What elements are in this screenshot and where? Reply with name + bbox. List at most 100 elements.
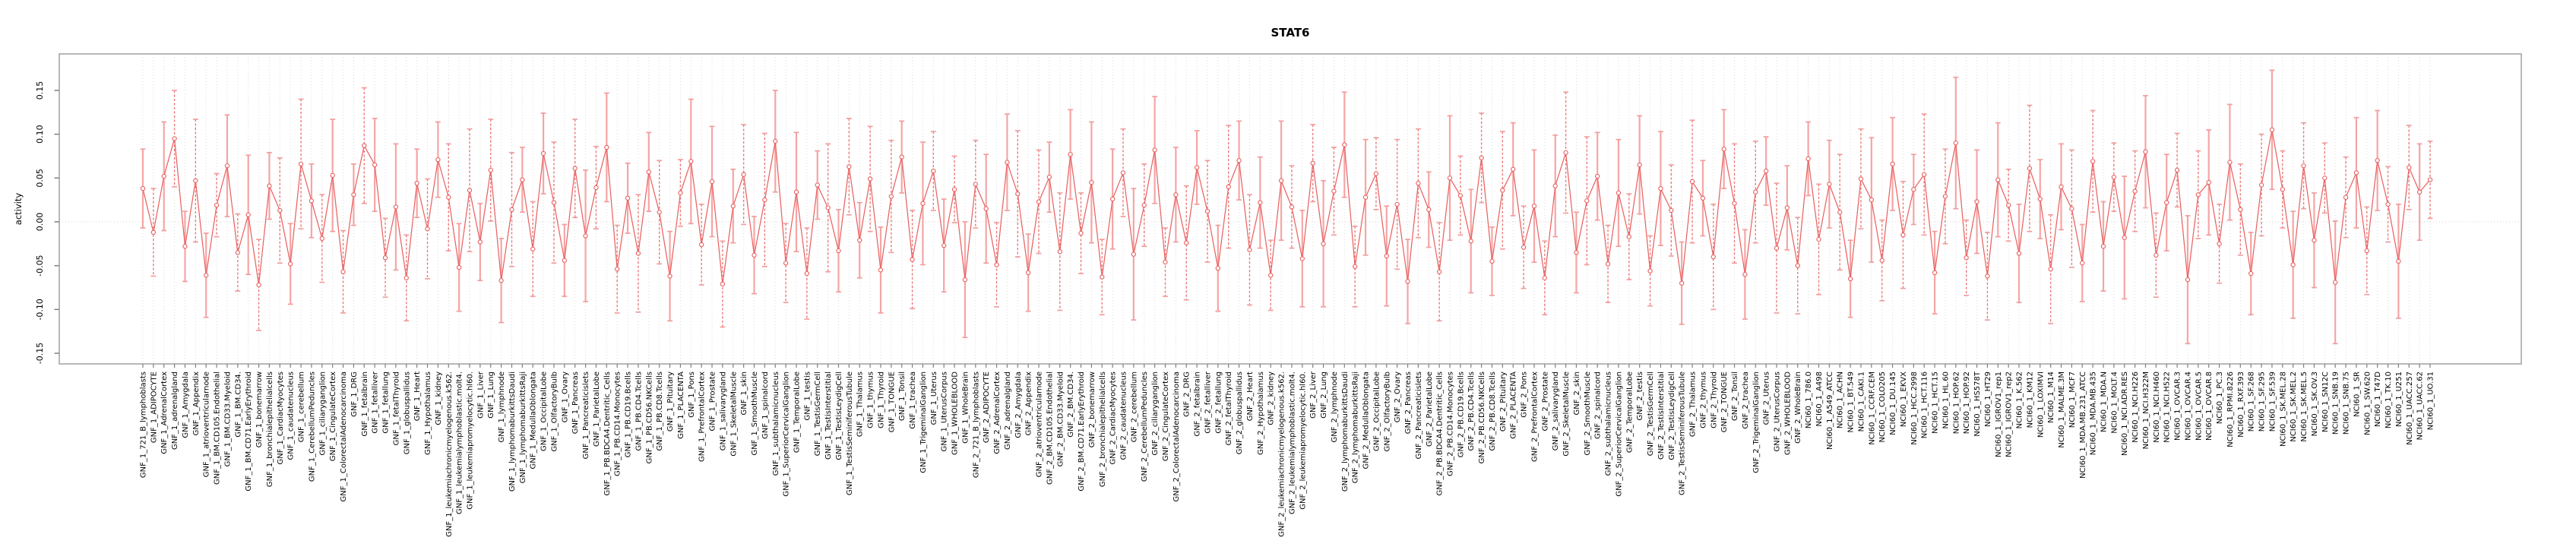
x-tick-label: GNF_2_caudatenucleus [1120,372,1128,460]
data-point [1563,150,1568,156]
x-tick-label: GNF_1_ciliaryganglion [318,372,327,456]
data-point [161,173,166,179]
x-tick-label: NCI60_1_HCT.116 [1921,372,1929,438]
x-tick-label: GNF_2_lymphomaburkittsDaudi [1341,372,1350,492]
x-tick-label: NCI60_1_U251 [2395,372,2404,427]
data-point [1215,265,1221,271]
data-point [2217,241,2222,247]
data-point [2048,267,2053,272]
data-point [1109,196,1116,202]
data-point [1468,239,1473,244]
data-point [994,262,999,267]
x-tick-label: NCI60_1_DU.145 [1889,372,1897,435]
x-tick-label: GNF_1_trachea [909,372,917,429]
x-tick-label: NCI60_1_COLO205 [1878,372,1887,443]
data-point [277,207,283,213]
x-tick-label: NCI60_1_NCI.H322M [2142,372,2150,449]
x-tick-label: GNF_2_lymphnode [1331,372,1339,442]
data-point [2059,184,2064,190]
x-tick-label: GNF_1_leukemialymphoblastic.molt4. [456,372,464,514]
x-tick-label: GNF_1_PrefrontalCortex [698,372,707,462]
x-tick-label: GNF_2_BM.CD34. [1067,372,1075,438]
x-tick-label: GNF_2_Tonsil [1731,372,1739,421]
x-tick-label: GNF_2_TestisSeminiferousTubule [1679,372,1687,495]
data-point [1784,205,1790,210]
x-tick-label: GNF_1_Heart [413,372,422,421]
x-tick-label: GNF_1_testis [803,372,812,421]
x-tick-label: GNF_2_PB.CD14.Monocytes [1447,372,1455,476]
x-tick-label: GNF_1_CerebellumPeduncles [308,372,316,482]
x-tick-label: NCI60_1_SK.MEL.2 [2290,372,2298,442]
data-point [530,246,536,251]
x-tick-label: GNF_2_bonemarrow [1088,372,1097,447]
data-point [1647,268,1653,274]
x-tick-label: GNF_2_PB.CD8.Tcells [1489,372,1497,451]
data-point [2111,175,2117,180]
data-point [2269,127,2275,133]
data-point [1258,200,1263,205]
x-tick-label: NCI60_1_HOP.92 [1963,372,1971,434]
data-point [983,206,989,211]
data-point [910,257,915,262]
x-tick-label: NCI60_1_MALME.3M [2058,372,2066,448]
data-point [678,190,683,196]
x-tick-label: NCI60_1_SF.539 [2268,372,2277,432]
x-tick-label: NCI60_1_OVCAR.8 [2205,372,2214,441]
data-point [815,182,820,188]
x-tick-label: GNF_1_OlfactoryBulb [550,372,559,452]
data-point [393,204,399,210]
x-tick-label: NCI60_1_786.0 [1805,372,1813,428]
x-tick-label: GNF_2_TestisGermCell [1647,372,1655,456]
x-tick-label: NCI60_1_KM12 [2026,372,2034,428]
data-point [403,275,409,280]
x-tick-label: GNF_2_BM.CD33.Myeloid [1056,372,1065,466]
x-tick-label: GNF_1_Prostate [709,372,717,432]
x-tick-label: NCI60_1_OVCAR.4 [2184,372,2192,441]
x-tick-label: GNF_2_Liver [1309,371,1318,419]
data-point [1658,185,1663,191]
data-point [698,242,704,248]
x-tick-label: NCI60_1_SNB.19 [2332,372,2340,435]
x-tick-label: GNF_2_Lung [1320,372,1328,419]
data-point [1985,274,1990,279]
data-point [1879,258,1885,263]
x-tick-label: NCI60_1_M14 [2047,372,2055,423]
x-tick-label: GNF_2_TestisLeydigCell [1668,372,1676,460]
data-point [1204,208,1210,214]
x-tick-label: GNF_1_fetallung [382,372,391,434]
x-tick-label: GNF_2_Amygdala [1014,372,1023,438]
data-point [899,154,904,160]
x-tick-label: NCI60_1_NCI.ADR.RES [2121,372,2129,456]
x-tick-label: GNF_2_WholeBrain [1794,372,1802,444]
data-point [182,244,188,249]
x-tick-label: NCI60_1_T47D [2374,372,2382,427]
x-tick-label: GNF_1_WholeBrain [961,372,970,444]
x-tick-label: GNF_2_AdrenalCortex [993,372,1002,454]
data-point [962,277,968,283]
x-tick-label: GNF_1_BM.CD71.EarlyErythroid [245,372,253,492]
data-point [425,226,430,232]
data-point [2227,160,2233,165]
data-point [1078,230,1084,236]
x-tick-label: GNF_1_Amygdala [182,372,190,438]
x-tick-label: GNF_1_TestisGermCell [814,372,822,456]
x-tick-label: GNF_1_lymphomaburkittsRaji [519,372,527,483]
x-tick-label: GNF_1_PB.CD56.NKCells [645,372,653,463]
data-point [2206,179,2211,185]
x-tick-label: GNF_1_Tonsil [898,372,907,421]
x-tick-label: NCI60_1_TK.10 [2385,372,2393,428]
y-tick-label: 0.00 [35,213,45,232]
data-point [1362,194,1369,200]
data-point [150,229,157,236]
x-tick-label: GNF_1_Pituitary [666,372,675,432]
data-point [667,274,672,279]
x-tick-label: GNF_1_Appendix [192,372,201,435]
data-point [1953,141,1958,146]
data-point [351,192,356,198]
data-point [1721,147,1726,152]
data-point [1827,182,1832,187]
data-point [1974,199,1979,204]
data-point [235,250,241,255]
x-tick-label: NCI60_1_NCI.H522 [2163,372,2172,443]
